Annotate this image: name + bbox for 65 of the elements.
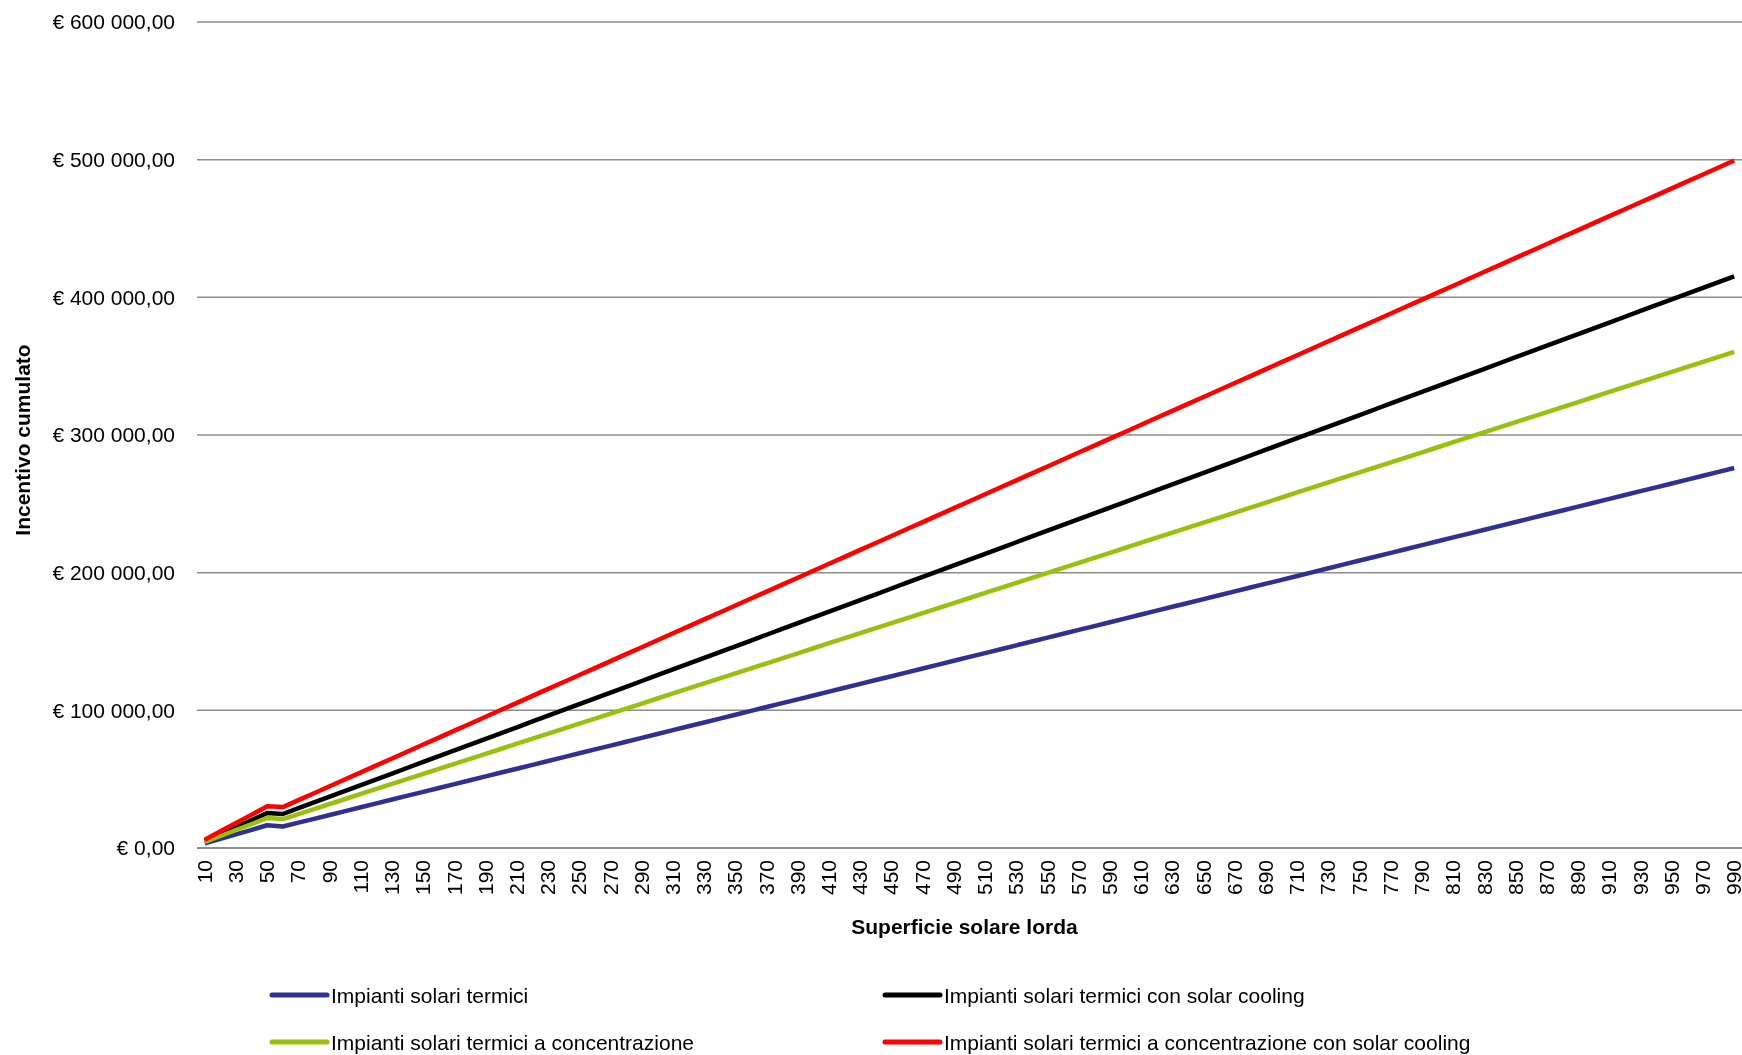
x-tick-label: 670	[1222, 860, 1246, 896]
x-tick-label: 170	[442, 860, 466, 896]
x-tick-label: 990	[1722, 860, 1742, 896]
x-tick-label: 350	[723, 860, 747, 896]
x-tick-label: 770	[1378, 860, 1402, 896]
x-tick-label: 270	[598, 860, 622, 896]
x-tick-label: 950	[1659, 860, 1683, 896]
legend-label: Impianti solari termici	[331, 984, 529, 1007]
y-tick-label: € 300 000,00	[52, 423, 175, 447]
x-tick-label: 870	[1534, 860, 1558, 896]
x-tick-label: 850	[1503, 860, 1527, 896]
x-tick-label: 130	[380, 860, 404, 896]
x-tick-label: 530	[1004, 860, 1028, 896]
legend-label: Impianti solari termici con solar cooling	[944, 984, 1305, 1007]
x-tick-label: 630	[1160, 860, 1184, 896]
x-tick-label: 890	[1566, 860, 1590, 896]
y-tick-label: € 400 000,00	[52, 285, 175, 309]
y-tick-label: € 0,00	[116, 836, 175, 860]
x-tick-label: 830	[1472, 860, 1496, 896]
x-tick-label: 190	[473, 860, 497, 896]
x-axis-title: Superficie solare lorda	[851, 915, 1079, 938]
y-tick-label: € 600 000,00	[52, 10, 175, 34]
x-tick-label: 710	[1285, 860, 1309, 896]
x-tick-label: 430	[848, 860, 872, 896]
x-tick-label: 750	[1347, 860, 1371, 896]
line-series	[202, 158, 1737, 842]
x-tick-label: 470	[910, 860, 934, 896]
x-tick-label: 730	[1316, 860, 1340, 896]
y-axis-title: Incentivo cumulato	[11, 344, 34, 536]
x-tick-label: 510	[973, 860, 997, 896]
x-tick-label: 810	[1441, 860, 1465, 896]
x-tick-label: 790	[1410, 860, 1434, 896]
x-tick-label: 230	[536, 860, 560, 896]
x-tick-label: 450	[879, 860, 903, 896]
legend-label: Impianti solari termici a concentrazione	[331, 1031, 694, 1054]
legend-label: Impianti solari termici a concentrazione con solar cooling	[944, 1031, 1471, 1054]
y-tick-label: € 200 000,00	[52, 560, 175, 584]
x-tick-label: 650	[1191, 860, 1215, 896]
x-tick-label: 290	[629, 860, 653, 896]
x-tick-label: 490	[941, 860, 965, 896]
x-tick-label: 210	[504, 860, 528, 896]
x-tick-label: 910	[1597, 860, 1621, 896]
x-tick-label: 370	[754, 860, 778, 896]
x-tick-label: 390	[785, 860, 809, 896]
x-tick-label: 930	[1628, 860, 1652, 896]
x-tick-label: 150	[411, 860, 435, 896]
x-tick-label: 110	[348, 860, 372, 894]
x-tick-label: 90	[317, 860, 341, 884]
x-tick-label: 550	[1035, 860, 1059, 896]
x-tick-label: 410	[817, 860, 841, 896]
y-tick-label: € 100 000,00	[52, 698, 175, 722]
x-tick-label: 330	[692, 860, 716, 896]
y-tick-label: € 500 000,00	[52, 147, 175, 171]
x-tick-label: 590	[1097, 860, 1121, 896]
x-tick-label: 970	[1690, 860, 1714, 896]
x-tick-label: 250	[567, 860, 591, 896]
x-tick-label: 30	[224, 860, 248, 884]
x-tick-label: 610	[1129, 860, 1153, 896]
x-tick-label: 690	[1254, 860, 1278, 896]
x-tick-label: 10	[192, 860, 216, 884]
line-series	[202, 465, 1737, 846]
x-tick-label: 310	[660, 860, 684, 896]
x-tick-label: 70	[286, 860, 310, 884]
x-tick-label: 570	[1066, 860, 1090, 896]
x-tick-label: 50	[255, 860, 279, 884]
